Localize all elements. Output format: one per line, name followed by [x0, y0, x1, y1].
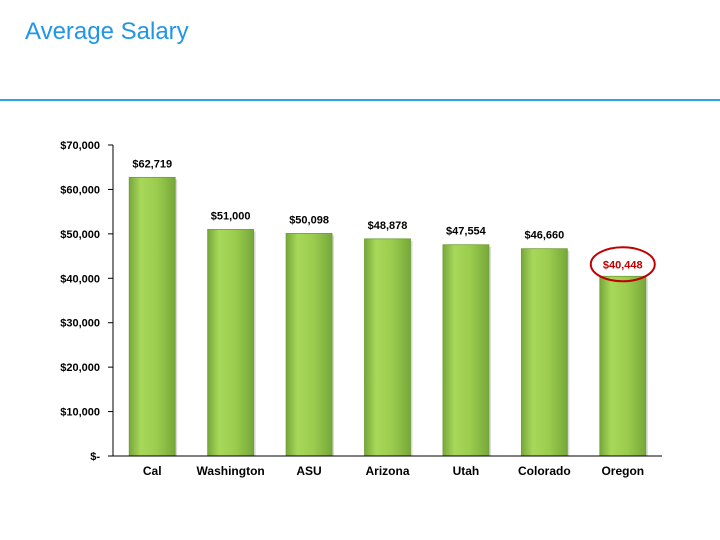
category-label: Cal	[143, 464, 162, 478]
data-label: $40,448	[603, 259, 643, 271]
data-label: $47,554	[446, 226, 487, 238]
title-divider	[0, 99, 720, 101]
page-title: Average Salary	[25, 18, 189, 45]
highlight-circle	[589, 246, 656, 283]
y-tick-label: $-	[90, 451, 100, 463]
bar-cal	[128, 176, 176, 457]
y-tick-label: $20,000	[60, 362, 100, 374]
category-labels-group: Cal Washington ASU Arizona Utah Colorado Orego…	[143, 464, 644, 478]
data-labels-group: $62,719 $51,000 $50,098 $48,878 $47,554 $46,6…	[132, 158, 656, 283]
data-label: $62,719	[132, 158, 172, 170]
category-label: Arizona	[365, 464, 409, 478]
category-label: Washington	[197, 464, 265, 478]
data-label: $48,878	[368, 220, 408, 232]
y-tick-label: $50,000	[60, 229, 100, 241]
bar-oregon	[599, 275, 647, 457]
category-label: Oregon	[601, 464, 644, 478]
category-label: ASU	[296, 464, 321, 478]
axes	[112, 145, 662, 457]
bar-colorado	[520, 248, 568, 457]
data-label: $51,000	[211, 210, 251, 222]
y-tick-label: $60,000	[60, 184, 100, 196]
bar-asu	[285, 233, 333, 457]
y-axis-ticks: $- $10,000 $20,000 $30,000 $40,000 $50,000 $60…	[60, 140, 113, 463]
category-label: Colorado	[518, 464, 571, 478]
y-tick-label: $10,000	[60, 407, 100, 419]
data-label: $46,660	[524, 230, 564, 242]
category-label: Utah	[453, 464, 480, 478]
bar-arizona	[364, 238, 411, 457]
bars-group	[128, 176, 648, 457]
y-tick-label: $70,000	[60, 140, 100, 152]
y-tick-label: $40,000	[60, 273, 100, 285]
bar-utah	[442, 244, 490, 457]
bar-washington	[207, 229, 255, 457]
data-label: $50,098	[289, 214, 329, 226]
y-tick-label: $30,000	[60, 318, 100, 330]
